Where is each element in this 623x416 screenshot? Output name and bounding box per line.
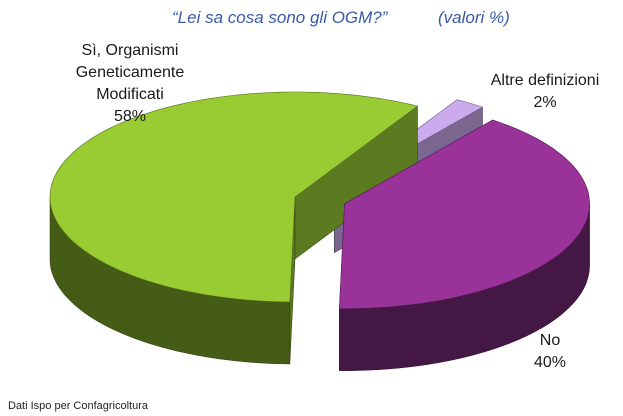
value-label: 58% (113, 108, 147, 125)
chart-title: “Lei sa cosa sono gli OGM?” (172, 8, 388, 27)
chart-subtitle: (valori %) (438, 8, 510, 27)
source-note: Dati Ispo per Confagricoltura (8, 400, 149, 412)
category-name: Altre definizioni (490, 72, 600, 89)
value-label: 2% (533, 94, 557, 111)
value-label: 40% (533, 354, 567, 371)
slice-label: No 40% (505, 330, 595, 374)
slice-label: Sì, Organismi Geneticamente Modificati 58… (60, 40, 200, 128)
category-name: Sì, Organismi Geneticamente Modificati (75, 42, 185, 103)
slice (339, 119, 590, 310)
slice (49, 91, 419, 303)
slice-label: Altre definizioni 2% (460, 70, 623, 114)
category-name: No (539, 332, 561, 349)
